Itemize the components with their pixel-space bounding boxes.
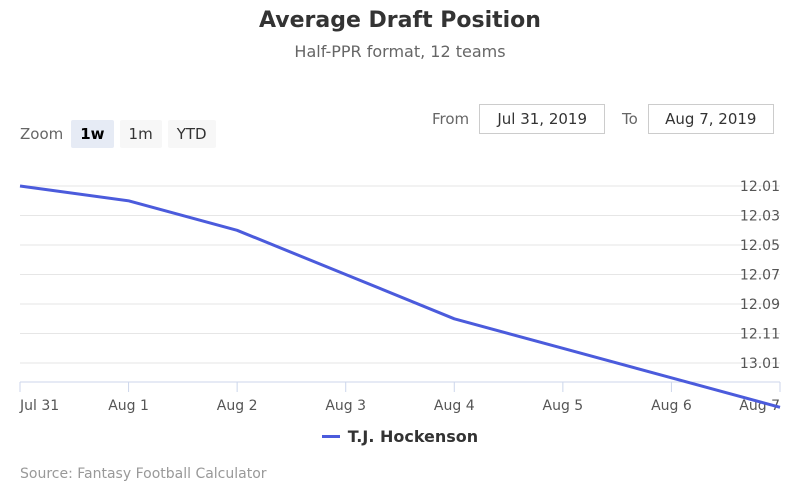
zoom-ytd-button[interactable]: YTD — [167, 120, 216, 148]
y-tick-label: 13.01 — [740, 356, 780, 372]
x-tick-label: Aug 5 — [543, 398, 584, 414]
legend-item-hockenson[interactable]: T.J. Hockenson — [347, 427, 479, 446]
from-label: From — [432, 110, 470, 128]
series-line-hockenson[interactable] — [19, 184, 781, 409]
x-tick-label: Aug 7 — [739, 398, 780, 414]
chart-title: Average Draft Position — [259, 8, 541, 33]
zoom-control: Zoom 1w 1m YTD — [20, 120, 222, 148]
chart-plot: 12.01 12.03 12.05 12.07 12.09 12.11 13.01 Jul … — [19, 179, 781, 414]
chart-subtitle: Half-PPR format, 12 teams — [294, 42, 506, 61]
from-date-input[interactable]: Jul 31, 2019 — [479, 104, 606, 134]
legend: T.J. Hockenson — [0, 427, 800, 446]
zoom-1m-button[interactable]: 1m — [119, 120, 162, 148]
zoom-label: Zoom — [20, 125, 64, 143]
to-label: To — [622, 110, 638, 128]
x-tick-label: Aug 1 — [108, 398, 149, 414]
range-from: From Jul 31, 2019 — [432, 104, 606, 134]
y-tick-label: 12.09 — [740, 297, 780, 313]
x-tick-label: Aug 3 — [325, 398, 366, 414]
y-tick-label: 12.03 — [740, 209, 780, 225]
x-tick-label: Jul 31 — [19, 398, 59, 414]
x-tick-label: Aug 2 — [217, 398, 258, 414]
zoom-1w-button[interactable]: 1w — [71, 120, 114, 148]
x-tick-label: Aug 4 — [434, 398, 475, 414]
y-tick-label: 12.05 — [740, 238, 780, 254]
y-tick-label: 12.01 — [740, 179, 780, 195]
y-tick-label: 12.07 — [740, 268, 780, 284]
legend-line-icon — [321, 435, 340, 438]
source-credit: Source: Fantasy Football Calculator — [20, 466, 267, 482]
to-date-input[interactable]: Aug 7, 2019 — [647, 104, 774, 134]
range-to: To Aug 7, 2019 — [622, 104, 774, 134]
y-tick-label: 12.11 — [740, 327, 780, 343]
x-tick-label: Aug 6 — [651, 398, 692, 414]
